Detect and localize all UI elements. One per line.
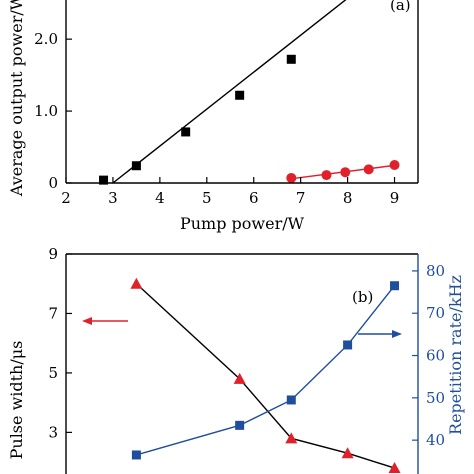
panel-b-series-1-point — [233, 372, 246, 384]
panel-a-series-1-point — [99, 175, 109, 185]
right-pointing-arrow — [358, 330, 402, 338]
panel-b-left-tick-label: 3 — [48, 423, 58, 441]
panel-b-series-1-point — [388, 462, 401, 474]
panel-b-left-tick-label: 5 — [48, 364, 58, 382]
panel-a-series-2-point — [321, 170, 332, 181]
panel-b-series-1-point — [341, 447, 354, 459]
panel-a-y-tick-label: 2.0 — [34, 30, 58, 48]
panel-a-series-2-point — [363, 164, 374, 175]
panel-a-y-tick-label: 0 — [48, 174, 58, 192]
panel-b-series-1-point — [285, 432, 298, 444]
panel-a-label: (a) — [390, 0, 411, 14]
panel-a-series-1-fit-line — [112, 0, 347, 184]
left-pointing-arrow — [82, 317, 128, 325]
panel-a-series-1-point — [181, 127, 191, 137]
panel-a-x-tick-label: 9 — [390, 189, 400, 207]
panel-b-right-tick-label: 40 — [426, 431, 445, 449]
panel-b-left-tick-label: 9 — [48, 245, 58, 263]
panel-a-x-tick-label: 3 — [108, 189, 118, 207]
panel-a-x-tick-label: 5 — [202, 189, 212, 207]
panel-b-series-2-point — [286, 395, 296, 405]
panel-b-ticks: 3 5 7 9 40 50 60 70 80 — [48, 245, 445, 449]
panel-b-left-tick-label: 7 — [48, 304, 58, 322]
panel-b-right-tick-label: 60 — [426, 347, 445, 365]
panel-b-series-2-point — [390, 281, 400, 291]
panel-b-right-tick-label: 80 — [426, 262, 445, 280]
panel-a-x-tick-label: 4 — [155, 189, 165, 207]
panel-b-series-2-point — [343, 340, 353, 350]
panel-a-x-tick-label: 6 — [249, 189, 259, 207]
panel-b-series-1-line — [135, 283, 395, 469]
panel-b: 3 5 7 9 40 50 60 70 80 (b) Pulse width/μs Repeti… — [7, 245, 465, 474]
panel-a-series-1-point — [131, 161, 141, 171]
panel-b-label: (b) — [352, 288, 373, 306]
panel-a-y-axis-label: Average output power/W — [7, 0, 26, 197]
panel-b-right-tick-label: 70 — [426, 304, 445, 322]
panel-a-ticks: 2 3 4 5 6 7 8 9 0 1.0 2.0 — [34, 30, 399, 207]
panel-a-x-tick-label: 7 — [296, 189, 306, 207]
panel-a-x-axis-label: Pump power/W — [180, 214, 305, 233]
panel-a: 2 3 4 5 6 7 8 9 0 1.0 2.0 (a) Pump power/W Average… — [7, 0, 419, 233]
panel-a-series-layer — [99, 0, 400, 185]
panel-b-right-tick-label: 50 — [426, 389, 445, 407]
panel-b-left-axis-label: Pulse width/μs — [7, 341, 26, 460]
panel-b-series-2-point — [131, 450, 141, 460]
panel-a-y-tick-label: 1.0 — [34, 102, 58, 120]
panel-a-series-1-point — [235, 90, 245, 100]
panel-a-series-2-point — [340, 167, 351, 178]
panel-b-right-axis-label: Repetition rate/kHz — [446, 275, 465, 435]
panel-a-x-tick-label: 2 — [61, 189, 71, 207]
panel-a-series-2-point — [389, 160, 400, 171]
panel-b-series-2-point — [235, 420, 245, 430]
panel-b-series-1-point — [130, 277, 143, 289]
panel-a-series-2-point — [286, 172, 297, 183]
panel-a-series-1-point — [286, 54, 296, 64]
panel-b-series-2-line — [136, 285, 396, 456]
panel-a-x-tick-label: 8 — [343, 189, 353, 207]
panel-b-series-layer — [130, 277, 401, 474]
